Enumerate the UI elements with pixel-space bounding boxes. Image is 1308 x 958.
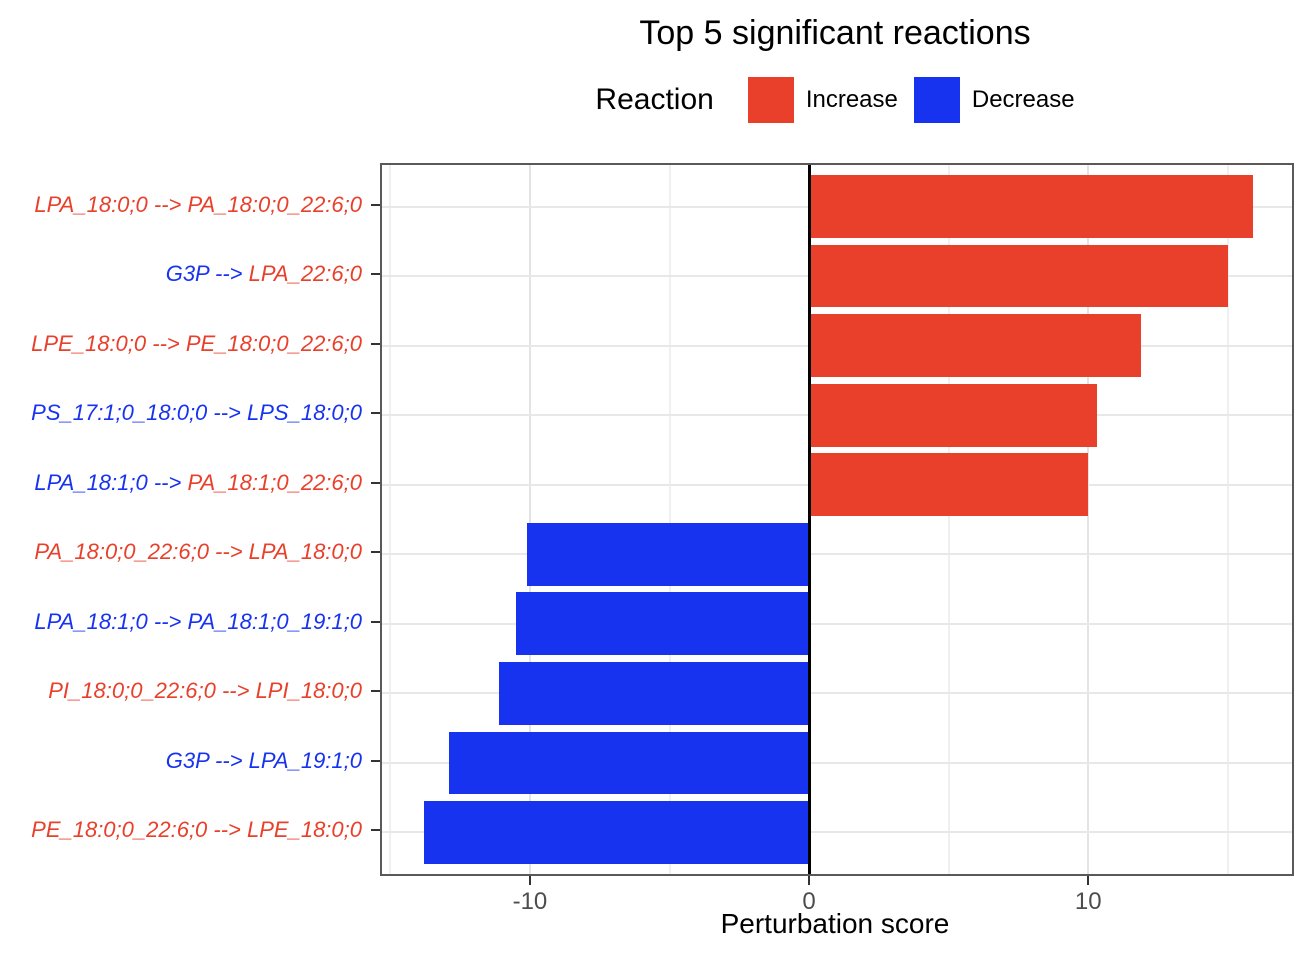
bar-increase [809, 314, 1142, 377]
y-axis-tick [371, 759, 380, 762]
category-gridline-y [382, 761, 1292, 764]
bar-increase [809, 383, 1097, 447]
y-axis-label-segment: LPE_18:0;0 --> PE_18:0;0_22:6;0 [31, 330, 362, 356]
y-axis-label: PI_18:0;0_22:6;0 --> LPI_18:0;0 [0, 676, 362, 706]
minor-gridline-x [668, 165, 671, 874]
x-axis-tick-label: 0 [802, 888, 816, 915]
y-axis-tick [371, 481, 380, 484]
y-axis-label-segment: PA_18:1;0_22:6;0 [187, 469, 362, 495]
legend-item-increase: Increase [747, 77, 898, 123]
y-axis-label: PA_18:0;0_22:6;0 --> LPA_18:0;0 [0, 537, 362, 567]
legend-title: Reaction [595, 83, 714, 116]
legend: Reaction Increase Decrease [380, 76, 1290, 124]
bar-increase [809, 453, 1089, 516]
legend-item-decrease: Decrease [913, 77, 1075, 123]
bar-decrease [515, 592, 810, 656]
bar-decrease [448, 731, 810, 795]
bar-decrease [499, 661, 810, 725]
y-axis-label: LPE_18:0;0 --> PE_18:0;0_22:6;0 [0, 329, 362, 359]
bar-increase [809, 244, 1228, 308]
x-axis-tick [1087, 876, 1090, 885]
minor-gridline-x [1226, 165, 1229, 874]
y-axis-label-segment: LPA_22:6;0 [248, 261, 362, 287]
y-axis-tick [371, 620, 380, 623]
category-gridline-y [382, 831, 1292, 834]
bar-decrease [527, 522, 810, 586]
chart-title: Top 5 significant reactions [639, 14, 1031, 52]
y-axis-label: LPA_18:1;0 --> PA_18:1;0_22:6;0 [0, 468, 362, 498]
x-axis-tick-label: 10 [1074, 888, 1102, 915]
y-axis-label: PE_18:0;0_22:6;0 --> LPE_18:0;0 [0, 815, 362, 845]
x-axis-tick [528, 876, 531, 885]
bar-decrease [423, 801, 810, 864]
y-axis-label-segment: PS_17:1;0_18:0;0 --> LPS_18:0;0 [31, 400, 362, 426]
x-axis-tick-label: -10 [512, 888, 548, 915]
x-axis-tick [808, 876, 811, 885]
increase-swatch-icon [747, 77, 794, 123]
y-axis-label: G3P --> LPA_22:6;0 [0, 259, 362, 289]
y-axis-label: LPA_18:1;0 --> PA_18:1;0_19:1;0 [0, 607, 362, 637]
y-axis-label: PS_17:1;0_18:0;0 --> LPS_18:0;0 [0, 398, 362, 428]
category-gridline-y [382, 553, 1292, 556]
bar-increase [809, 175, 1253, 238]
y-axis-label-segment: LPA_18:1;0 --> [34, 469, 188, 495]
y-axis-label-segment: LPA_18:0;0 --> PA_18:0;0_22:6;0 [34, 191, 362, 217]
y-axis-label-segment: G3P --> [165, 261, 249, 287]
plot-panel [380, 163, 1294, 876]
y-axis-tick [371, 273, 380, 276]
y-axis-tick [371, 203, 380, 206]
y-axis-tick [371, 412, 380, 415]
y-axis-tick [371, 829, 380, 832]
decrease-swatch-icon [913, 77, 960, 123]
y-axis-label: LPA_18:0;0 --> PA_18:0;0_22:6;0 [0, 190, 362, 220]
legend-item-label: Increase [805, 86, 898, 113]
y-axis-label: G3P --> LPA_19:1;0 [0, 746, 362, 776]
y-axis-label-segment: PE_18:0;0_22:6;0 --> LPE_18:0;0 [31, 817, 362, 843]
x-axis-title: Perturbation score [720, 908, 950, 939]
minor-gridline-x [947, 165, 950, 874]
y-axis-label-segment: LPA_18:1;0 --> PA_18:1;0_19:1;0 [34, 608, 362, 634]
y-axis-tick [371, 690, 380, 693]
legend-item-label: Decrease [971, 86, 1075, 113]
category-gridline-y [382, 622, 1292, 625]
major-gridline-x [528, 165, 531, 874]
category-gridline-y [382, 692, 1292, 695]
y-axis-tick [371, 342, 380, 345]
y-axis-label-segment: PA_18:0;0_22:6;0 --> LPA_18:0;0 [34, 539, 362, 565]
minor-gridline-x [389, 165, 392, 874]
y-axis-label-segment: PI_18:0;0_22:6;0 --> LPI_18:0;0 [48, 678, 362, 704]
zero-reference-line [807, 165, 811, 874]
major-gridline-x [1087, 165, 1090, 874]
y-axis-tick [371, 551, 380, 554]
y-axis-label-segment: G3P --> LPA_19:1;0 [165, 747, 362, 773]
